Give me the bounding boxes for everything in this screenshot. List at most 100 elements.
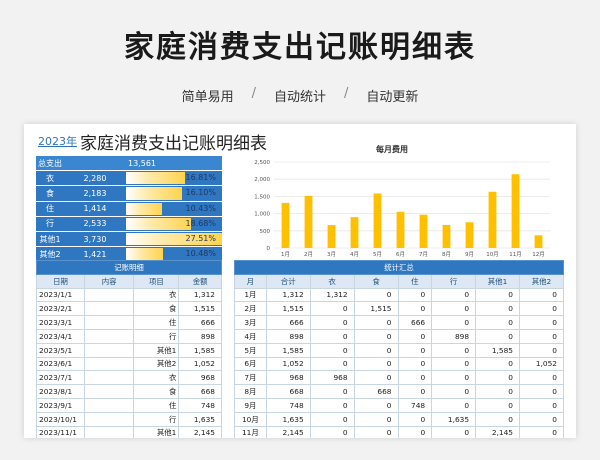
stats-cell[interactable]: 4月 [234, 328, 267, 344]
year-link[interactable]: 2023年 [38, 135, 77, 148]
ledger-cell[interactable] [84, 342, 135, 358]
ledger-cell[interactable]: 2023/8/1 [35, 384, 86, 399]
stats-cell[interactable]: 968 [265, 370, 311, 386]
ledger-cell[interactable] [84, 301, 135, 317]
ledger-cell[interactable]: 2023/7/1 [35, 370, 86, 386]
stats-cell[interactable]: 10月 [234, 411, 267, 427]
stats-cell[interactable]: 0 [475, 301, 520, 317]
stats-cell[interactable]: 0 [353, 342, 399, 358]
stats-cell[interactable]: 0 [475, 356, 520, 372]
stats-cell[interactable]: 0 [397, 301, 433, 317]
stats-cell[interactable]: 0 [309, 328, 355, 344]
stats-cell[interactable]: 0 [309, 384, 355, 399]
ledger-cell[interactable]: 2023/6/1 [35, 356, 86, 372]
stats-cell[interactable]: 0 [475, 370, 520, 386]
stats-cell[interactable]: 748 [265, 397, 311, 413]
ledger-cell[interactable]: 2023/10/1 [35, 411, 86, 427]
ledger-cell[interactable]: 666 [178, 315, 222, 330]
stats-cell[interactable]: 0 [309, 315, 355, 330]
ledger-cell[interactable]: 1,515 [178, 301, 222, 317]
stats-cell[interactable]: 0 [475, 411, 520, 427]
stats-cell[interactable]: 0 [431, 425, 477, 438]
stats-cell[interactable]: 0 [431, 315, 477, 330]
stats-cell[interactable]: 0 [397, 328, 433, 344]
stats-cell[interactable]: 898 [265, 328, 311, 344]
stats-cell[interactable]: 0 [309, 397, 355, 413]
stats-cell[interactable]: 0 [475, 384, 520, 399]
stats-cell[interactable]: 8月 [234, 384, 267, 399]
stats-cell[interactable]: 0 [431, 287, 477, 303]
stats-cell[interactable]: 0 [475, 315, 520, 330]
ledger-cell[interactable]: 其他1 [133, 425, 180, 438]
stats-cell[interactable]: 1,585 [475, 342, 520, 358]
stats-cell[interactable]: 0 [518, 328, 565, 344]
stats-cell[interactable]: 0 [397, 384, 433, 399]
ledger-cell[interactable]: 其他1 [133, 342, 180, 358]
ledger-cell[interactable] [84, 411, 135, 427]
stats-cell[interactable]: 1,312 [265, 287, 311, 303]
ledger-cell[interactable] [84, 287, 135, 303]
stats-cell[interactable]: 0 [353, 411, 399, 427]
ledger-cell[interactable]: 898 [178, 328, 222, 344]
stats-cell[interactable]: 1,052 [265, 356, 311, 372]
stats-cell[interactable]: 0 [475, 287, 520, 303]
ledger-cell[interactable]: 食 [133, 384, 180, 399]
ledger-cell[interactable]: 2023/5/1 [35, 342, 86, 358]
ledger-cell[interactable]: 2023/9/1 [35, 397, 86, 413]
stats-cell[interactable]: 0 [518, 411, 565, 427]
stats-cell[interactable]: 0 [475, 397, 520, 413]
stats-cell[interactable]: 2月 [234, 301, 267, 317]
stats-cell[interactable]: 0 [431, 356, 477, 372]
ledger-cell[interactable]: 2023/3/1 [35, 315, 86, 330]
ledger-cell[interactable]: 行 [133, 411, 180, 427]
ledger-cell[interactable]: 住 [133, 397, 180, 413]
ledger-cell[interactable]: 1,585 [178, 342, 222, 358]
stats-cell[interactable]: 0 [353, 370, 399, 386]
stats-cell[interactable]: 11月 [234, 425, 267, 438]
ledger-cell[interactable]: 衣 [133, 370, 180, 386]
stats-cell[interactable]: 0 [397, 342, 433, 358]
stats-cell[interactable]: 0 [397, 356, 433, 372]
stats-cell[interactable]: 2,145 [265, 425, 311, 438]
stats-cell[interactable]: 7月 [234, 370, 267, 386]
stats-cell[interactable]: 1,635 [431, 411, 477, 427]
ledger-cell[interactable]: 行 [133, 328, 180, 344]
ledger-cell[interactable]: 748 [178, 397, 222, 413]
ledger-cell[interactable]: 668 [178, 384, 222, 399]
ledger-cell[interactable]: 住 [133, 315, 180, 330]
ledger-cell[interactable]: 食 [133, 301, 180, 317]
stats-cell[interactable]: 0 [309, 411, 355, 427]
stats-cell[interactable]: 0 [353, 356, 399, 372]
stats-cell[interactable]: 1月 [234, 287, 267, 303]
stats-cell[interactable]: 1,515 [353, 301, 399, 317]
stats-cell[interactable]: 0 [431, 370, 477, 386]
ledger-cell[interactable]: 968 [178, 370, 222, 386]
stats-cell[interactable]: 0 [431, 342, 477, 358]
stats-cell[interactable]: 666 [397, 315, 433, 330]
stats-cell[interactable]: 0 [397, 425, 433, 438]
stats-cell[interactable]: 0 [353, 328, 399, 344]
stats-cell[interactable]: 668 [265, 384, 311, 399]
stats-cell[interactable]: 968 [309, 370, 355, 386]
stats-cell[interactable]: 0 [309, 356, 355, 372]
stats-cell[interactable]: 0 [353, 397, 399, 413]
stats-cell[interactable]: 0 [518, 342, 565, 358]
ledger-cell[interactable]: 衣 [133, 287, 180, 303]
stats-cell[interactable]: 0 [518, 301, 565, 317]
stats-cell[interactable]: 0 [353, 315, 399, 330]
stats-cell[interactable]: 1,052 [518, 356, 565, 372]
ledger-cell[interactable] [84, 328, 135, 344]
stats-cell[interactable]: 0 [397, 411, 433, 427]
stats-cell[interactable]: 0 [431, 397, 477, 413]
ledger-cell[interactable]: 1,052 [178, 356, 222, 372]
stats-cell[interactable]: 666 [265, 315, 311, 330]
stats-cell[interactable]: 1,585 [265, 342, 311, 358]
stats-cell[interactable]: 0 [309, 301, 355, 317]
stats-cell[interactable]: 668 [353, 384, 399, 399]
stats-cell[interactable]: 0 [518, 287, 565, 303]
stats-cell[interactable]: 0 [518, 384, 565, 399]
stats-cell[interactable]: 0 [353, 425, 399, 438]
ledger-cell[interactable] [84, 384, 135, 399]
stats-cell[interactable]: 0 [518, 397, 565, 413]
stats-cell[interactable]: 0 [397, 287, 433, 303]
